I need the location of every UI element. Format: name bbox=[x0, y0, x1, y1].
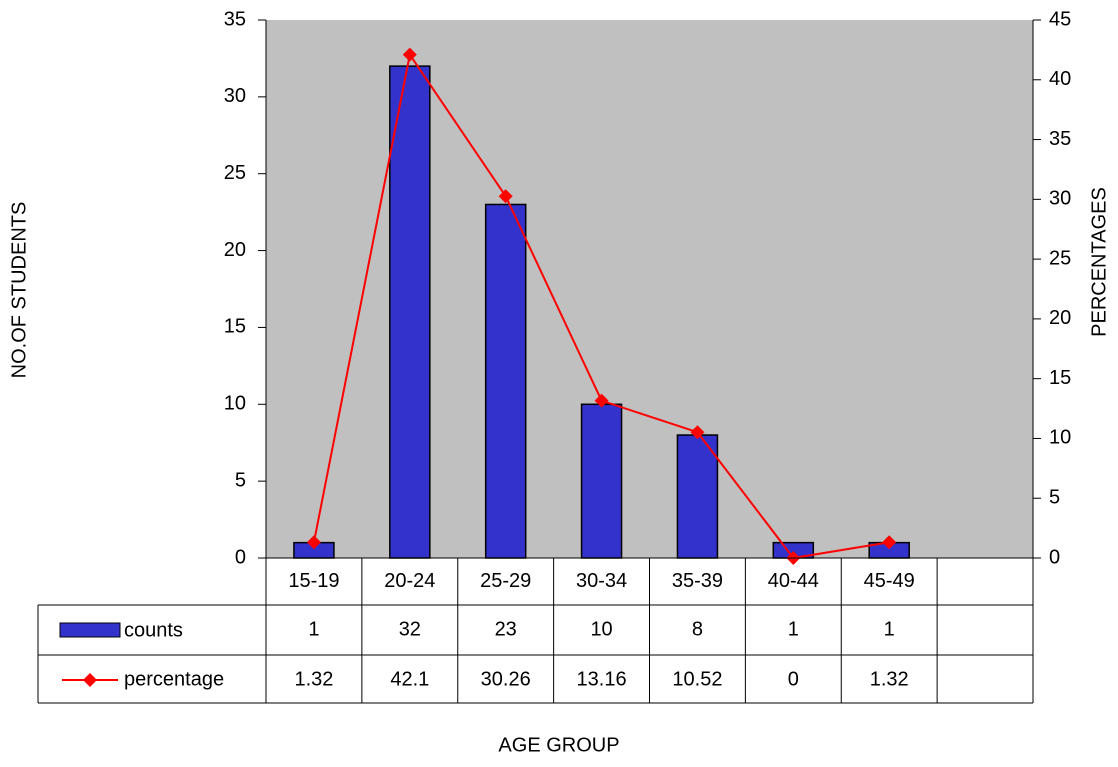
y2-tick-label: 15 bbox=[1049, 367, 1071, 389]
line-marker bbox=[306, 535, 321, 550]
y2-tick-label: 30 bbox=[1049, 188, 1071, 210]
table-value: 1 bbox=[308, 618, 319, 640]
plot-area bbox=[266, 20, 1033, 558]
x-tick-label: 30-34 bbox=[576, 570, 627, 592]
table-value: 10.52 bbox=[672, 668, 722, 690]
bar bbox=[484, 203, 527, 559]
table-value: 32 bbox=[399, 618, 421, 640]
line-marker bbox=[498, 189, 513, 204]
x-tick-label: 35-39 bbox=[672, 570, 723, 592]
bar bbox=[389, 65, 431, 559]
table-value: 23 bbox=[495, 618, 517, 640]
x-tick-label: 15-19 bbox=[288, 570, 339, 592]
y-tick-label: 30 bbox=[224, 85, 246, 107]
x-tick-label: 25-29 bbox=[480, 570, 531, 592]
y2-tick-label: 20 bbox=[1049, 307, 1071, 329]
y-axis-title: NO.OF STUDENTS bbox=[8, 202, 30, 379]
table-value: 8 bbox=[692, 618, 703, 640]
x-tick-label: 20-24 bbox=[384, 570, 435, 592]
legend-swatch bbox=[59, 622, 121, 638]
y-tick-label: 15 bbox=[224, 316, 246, 338]
bar bbox=[580, 403, 623, 559]
legend-label: counts bbox=[124, 619, 183, 641]
y-tick-label: 35 bbox=[224, 8, 246, 30]
x-tick-label: 40-44 bbox=[768, 570, 819, 592]
y-tick-label: 25 bbox=[224, 162, 246, 184]
y2-tick-label: 45 bbox=[1049, 8, 1071, 30]
table-value: 1.32 bbox=[294, 668, 333, 690]
y2-tick-label: 10 bbox=[1049, 427, 1071, 449]
y2-tick-label: 5 bbox=[1049, 487, 1060, 509]
x-tick-label: 45-49 bbox=[864, 570, 915, 592]
table-value: 42.1 bbox=[390, 668, 429, 690]
y2-tick-label: 35 bbox=[1049, 128, 1071, 150]
line-marker bbox=[690, 425, 705, 440]
y2-axis-title: PERCENTAGES bbox=[1088, 187, 1110, 337]
table-value: 1 bbox=[788, 618, 799, 640]
legend-label: percentage bbox=[124, 668, 224, 690]
legend-marker bbox=[83, 673, 97, 687]
bar bbox=[676, 434, 719, 559]
line-marker bbox=[402, 47, 417, 62]
line-marker bbox=[882, 535, 897, 550]
x-axis-title: AGE GROUP bbox=[498, 734, 619, 756]
y2-tick-label: 0 bbox=[1049, 546, 1060, 568]
table-value: 0 bbox=[788, 668, 799, 690]
y2-tick-label: 25 bbox=[1049, 247, 1071, 269]
table-value: 1 bbox=[884, 618, 895, 640]
table-value: 10 bbox=[590, 618, 612, 640]
y-tick-label: 10 bbox=[224, 393, 246, 415]
y2-tick-label: 40 bbox=[1049, 68, 1071, 90]
y-tick-label: 5 bbox=[235, 469, 246, 491]
line-marker bbox=[594, 393, 609, 408]
table-value: 13.16 bbox=[577, 668, 627, 690]
table-value: 30.26 bbox=[481, 668, 531, 690]
table-value: 1.32 bbox=[870, 668, 909, 690]
y-tick-label: 20 bbox=[224, 239, 246, 261]
y-tick-label: 0 bbox=[235, 546, 246, 568]
